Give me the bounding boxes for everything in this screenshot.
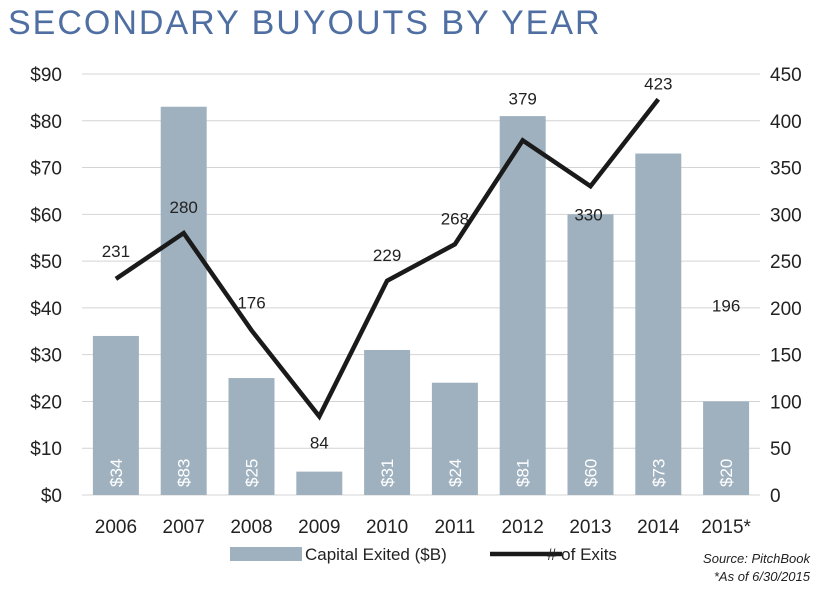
y-right-tick-label: 250	[770, 252, 802, 273]
y-left-tick-label: $10	[30, 439, 62, 460]
exits-line	[114, 97, 661, 421]
bar	[92, 335, 139, 495]
exits-value-label: 280	[170, 198, 198, 217]
y-right-tick-label: 100	[770, 392, 802, 413]
y-right-tick-label: 350	[770, 159, 802, 180]
exits-value-label: 196	[712, 297, 740, 316]
x-tick-label: 2015*	[701, 517, 751, 538]
exits-value-label: 84	[310, 433, 329, 452]
y-right-tick-label: 0	[770, 486, 781, 507]
legend: Capital Exited ($B) # of Exits	[230, 545, 617, 564]
x-tick-label: 2007	[163, 517, 205, 538]
y-right-tick-label: 300	[770, 205, 802, 226]
bar	[431, 382, 478, 495]
x-tick-label: 2012	[502, 517, 544, 538]
bar	[364, 349, 411, 495]
exits-value-label: 229	[373, 246, 401, 265]
bar	[228, 378, 275, 495]
bar	[499, 116, 546, 495]
x-tick-label: 2006	[95, 517, 137, 538]
bar-value-label: $81	[514, 459, 533, 487]
exits-value-label: 423	[644, 74, 672, 93]
bar-value-label: $24	[446, 459, 465, 487]
x-tick-label: 2011	[434, 517, 475, 538]
legend-swatch-capital-exited	[230, 547, 302, 561]
bar-value-label: $73	[649, 459, 668, 487]
y-right-tick-label: 150	[770, 346, 802, 367]
bar-value-label: $34	[107, 459, 126, 487]
source-note: Source: PitchBook	[703, 551, 811, 566]
y-left-tick-label: $70	[30, 159, 62, 180]
exits-value-label: 176	[237, 293, 265, 312]
y-left-tick-label: $90	[30, 65, 62, 86]
bar	[703, 401, 750, 495]
y-left-tick-label: $80	[30, 112, 62, 133]
axes-layer: $0 $10 $20 $30 $40 $50 $60 $70 $80 $90 0 50 100 150 20…	[30, 65, 801, 538]
bar	[160, 106, 207, 495]
y-left-tick-label: $50	[30, 252, 62, 273]
y-left-tick-label: $40	[30, 299, 62, 320]
bar-value-label: $20	[717, 459, 736, 487]
x-tick-label: 2014	[637, 517, 680, 538]
bar-value-label: $83	[175, 459, 194, 487]
exits-value-label: 330	[574, 205, 602, 224]
y-right-tick-label: 450	[770, 65, 802, 86]
y-left-tick-label: $0	[41, 486, 62, 507]
bars-layer: $34 $83 $25 $31 $24 $81 $60 $73 $20	[92, 106, 750, 496]
y-left-tick-label: $20	[30, 392, 62, 413]
bar-value-label: $31	[378, 459, 397, 487]
x-tick-label: 2008	[230, 517, 272, 538]
line-layer: 231 280 176 84 229 268 379 330 423 196	[102, 74, 741, 452]
y-right-tick-label: 400	[770, 112, 802, 133]
exits-value-label: 268	[441, 209, 469, 228]
bar	[567, 214, 614, 496]
bar-value-label: $25	[243, 459, 262, 487]
y-right-tick-label: 50	[770, 439, 791, 460]
exits-value-label: 231	[102, 242, 130, 261]
x-tick-label: 2013	[569, 517, 611, 538]
legend-label-capital-exited: Capital Exited ($B)	[305, 545, 447, 564]
x-tick-label: 2010	[366, 517, 408, 538]
y-right-tick-label: 200	[770, 299, 802, 320]
bar-value-label: $60	[582, 459, 601, 487]
bar	[635, 153, 682, 495]
legend-label-exits: # of Exits	[547, 545, 617, 564]
y-left-tick-label: $30	[30, 346, 62, 367]
footnote: *As of 6/30/2015	[714, 569, 811, 584]
exits-value-label: 379	[509, 89, 537, 108]
bar	[296, 471, 343, 495]
y-left-tick-label: $60	[30, 205, 62, 226]
chart-title: SECONDARY BUYOUTS BY YEAR	[8, 4, 602, 42]
x-tick-label: 2009	[298, 517, 340, 538]
